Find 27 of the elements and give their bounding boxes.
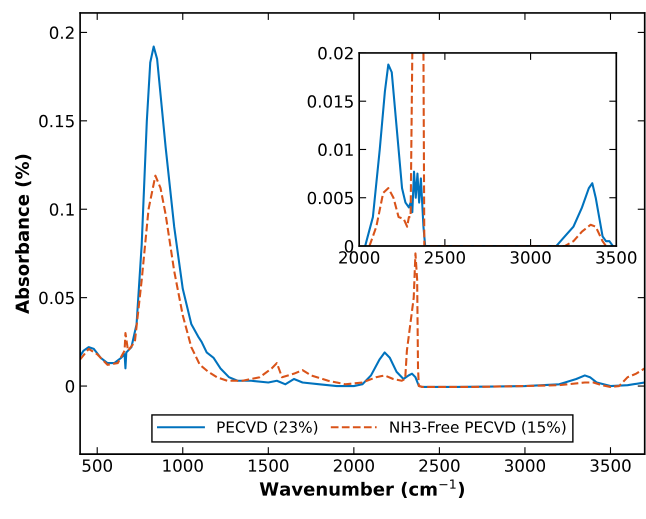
legend-label: NH3-Free PECVD (15%) [390,421,566,435]
x-tick-label: 500 [82,459,112,472]
line-series [80,174,645,388]
y-tick-label: 0.02 [318,46,353,60]
legend-label: PECVD (23%) [218,421,318,435]
x-tick-label: 2500 [419,459,460,472]
y-tick-label: 0 [66,380,74,393]
y-tick-label: 0.1 [50,203,74,216]
y-tick-label: 0.005 [308,192,353,204]
y-tick-label: 0.15 [39,114,74,128]
x-tick-label: 1500 [248,459,288,472]
x-tick-label: 2500 [424,251,465,264]
x-axis-title: Wavenumber (cm$^{−1}$) [260,479,464,498]
line-series [80,46,645,388]
y-tick-label: 0 [344,240,354,253]
y-tick-label: 0.2 [50,26,74,39]
x-tick-label: 2000 [339,251,380,264]
x-tick-label: 1000 [163,459,203,472]
y-tick-label: 0.01 [318,143,353,156]
x-tick-label: 3500 [596,251,636,264]
y-axis-title: Absorbance (%) [15,154,32,314]
x-tick-label: 3500 [590,459,631,472]
x-tick-label: 3000 [510,251,551,264]
y-tick-label: 0.05 [39,292,74,304]
y-tick-label: 0.015 [308,95,353,108]
x-tick-label: 3000 [505,459,546,472]
x-tick-label: 2000 [334,459,374,472]
